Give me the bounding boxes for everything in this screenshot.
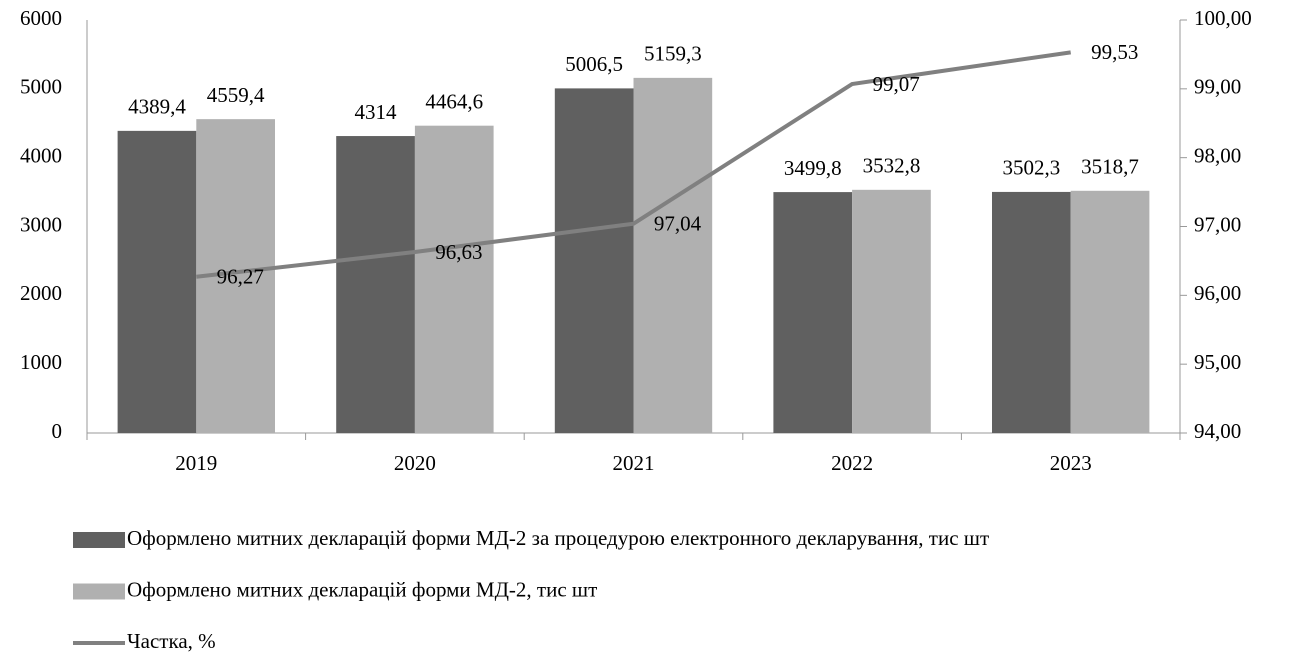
y-tick-label: 3000 xyxy=(20,212,62,236)
legend-label: Оформлено митних декларацій форми МД-2 з… xyxy=(127,526,989,550)
bar xyxy=(773,192,853,433)
legend-label: Оформлено митних декларацій форми МД-2, … xyxy=(127,577,597,601)
legend-swatch xyxy=(73,583,125,600)
y-tick-label: 1000 xyxy=(20,350,62,374)
y2-tick-label: 100,00 xyxy=(1194,6,1252,30)
y-tick-label: 4000 xyxy=(20,143,62,167)
bar xyxy=(1070,190,1150,433)
bar xyxy=(336,136,415,434)
legend-swatch xyxy=(73,532,125,548)
line-value-label: 99,07 xyxy=(872,72,919,96)
x-tick-label: 2022 xyxy=(831,451,873,475)
y-tick-label: 0 xyxy=(52,419,63,443)
y-tick-label: 5000 xyxy=(20,75,62,99)
bar-value-label: 3502,3 xyxy=(1002,156,1060,180)
line-value-label: 97,04 xyxy=(654,212,702,236)
bar xyxy=(117,130,197,433)
bar-value-label: 4559,4 xyxy=(207,83,265,107)
x-tick-label: 2020 xyxy=(394,451,436,475)
x-tick-label: 2019 xyxy=(175,451,217,475)
bar xyxy=(852,189,931,433)
x-tick-label: 2021 xyxy=(613,451,655,475)
y2-tick-label: 97,00 xyxy=(1194,212,1241,236)
bar xyxy=(554,88,634,433)
bar-value-label: 5006,5 xyxy=(565,52,623,76)
line-value-label: 99,53 xyxy=(1091,40,1138,64)
y-tick-label: 6000 xyxy=(20,6,62,30)
bar-value-label: 5159,3 xyxy=(644,42,702,66)
bar xyxy=(633,77,713,433)
y2-tick-label: 96,00 xyxy=(1194,281,1241,305)
x-tick-label: 2023 xyxy=(1050,451,1092,475)
y2-tick-label: 98,00 xyxy=(1194,143,1241,167)
legend-label: Частка, % xyxy=(127,629,216,653)
y2-tick-label: 94,00 xyxy=(1194,419,1241,443)
line xyxy=(196,50,1071,279)
line-value-label: 96,63 xyxy=(435,240,482,264)
y2-tick-label: 99,00 xyxy=(1194,75,1241,99)
bar xyxy=(414,125,494,433)
bar xyxy=(992,191,1071,433)
bar-value-label: 4314 xyxy=(355,100,398,124)
y2-tick-label: 95,00 xyxy=(1194,350,1241,374)
line-value-label: 96,27 xyxy=(217,265,264,289)
bar-value-label: 3499,8 xyxy=(784,156,842,180)
bar-value-label: 3518,7 xyxy=(1081,155,1139,179)
bar-value-label: 4464,6 xyxy=(425,89,483,113)
bar-value-label: 3532,8 xyxy=(863,154,921,178)
y-tick-label: 2000 xyxy=(20,281,62,305)
bar-value-label: 4389,4 xyxy=(128,95,186,119)
